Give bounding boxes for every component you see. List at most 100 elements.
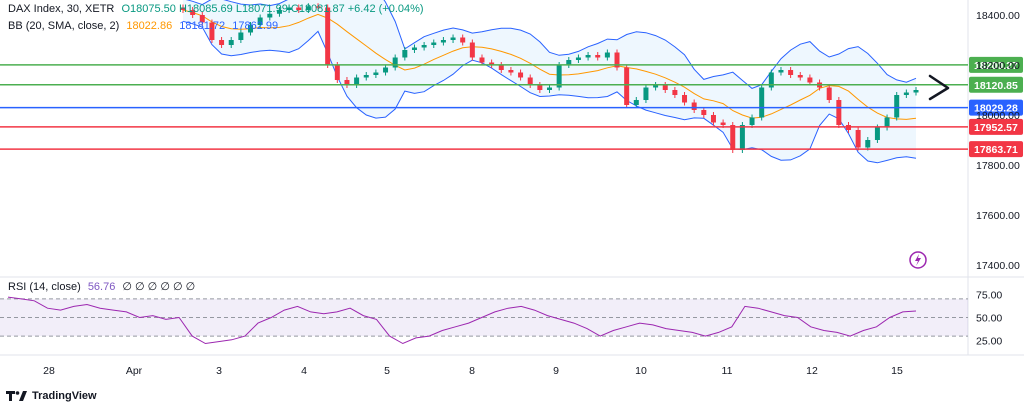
legend-rsi-extra: ∅ ∅ ∅ ∅ ∅ ∅ — [122, 281, 196, 293]
candle-body — [614, 52, 620, 68]
candle-body — [672, 90, 678, 95]
bb-upper-line — [185, 0, 917, 89]
candle-body — [566, 60, 572, 65]
candle-body — [739, 125, 745, 150]
candle-body — [874, 127, 880, 140]
time-tick-label: 5 — [384, 365, 390, 377]
candle-body — [730, 125, 736, 150]
candle-body — [768, 72, 774, 88]
candle-body — [778, 70, 784, 73]
candle-body — [595, 55, 601, 58]
candle-body — [518, 72, 524, 78]
legend-bb-upper: 18181.72 — [179, 20, 226, 32]
candle-body — [662, 85, 668, 90]
candle-body — [219, 40, 225, 45]
candle-body — [498, 65, 504, 70]
candle-body — [431, 42, 437, 45]
legend-bb-label: BB (20, SMA, close, 2) — [8, 20, 120, 32]
rsi-tick-label: 25.00 — [976, 336, 1002, 348]
candle-body — [286, 7, 292, 10]
candle-body — [836, 100, 842, 125]
candle-body — [903, 92, 909, 95]
legend-symbol-row: DAX Index, 30, XETR O18075.50 H18085.69 … — [8, 3, 428, 15]
candle-body — [624, 67, 630, 105]
time-tick-label: 4 — [301, 365, 307, 377]
flash-bolt — [915, 254, 921, 266]
legend-rsi-value: 56.76 — [87, 281, 116, 293]
candle-body — [363, 75, 369, 78]
tradingview-logo-icon — [6, 391, 27, 401]
time-tick-label: 3 — [216, 365, 222, 377]
candle-body — [199, 15, 205, 23]
candle-body — [701, 110, 707, 115]
bb-lower-line — [182, 20, 917, 164]
candle-body — [788, 70, 794, 75]
candle-body — [315, 6, 321, 8]
candle-body — [344, 80, 350, 85]
candle-body — [556, 65, 562, 88]
level-label-bg — [969, 56, 1023, 73]
legend-bb-basis: 18022.86 — [126, 20, 173, 32]
rsi-tick-label: 75.00 — [976, 289, 1002, 301]
candle-body — [460, 37, 466, 43]
time-tick-label: 15 — [891, 365, 903, 377]
candle-body — [276, 10, 282, 14]
candle-body — [894, 95, 900, 118]
candle-body — [228, 40, 234, 45]
candle-body — [209, 22, 215, 40]
candle-body — [547, 87, 552, 90]
candle-body — [749, 117, 755, 125]
time-tick-label: Apr — [126, 365, 143, 377]
brand-name: TradingView — [32, 390, 97, 402]
candle-body — [537, 85, 543, 90]
candle-body — [392, 57, 398, 68]
level-label: 18200.27 — [974, 60, 1018, 72]
candle-body — [759, 87, 765, 118]
candle-body — [913, 90, 919, 93]
candle-body — [797, 75, 803, 78]
level-label: 18029.28 — [974, 103, 1018, 115]
candle-body — [633, 100, 639, 105]
candle-body — [325, 7, 331, 65]
candle-body — [180, 7, 186, 10]
candle-body — [489, 62, 495, 65]
candle-body — [267, 13, 273, 18]
candle-body — [682, 95, 688, 103]
legend-bb-lower: 17862.99 — [232, 20, 279, 32]
branding[interactable]: TradingView — [6, 389, 97, 403]
candle-body — [334, 65, 340, 80]
time-tick-label: 9 — [553, 365, 559, 377]
candle-body — [479, 57, 485, 63]
candle-body — [826, 87, 832, 100]
rsi-line — [7, 296, 917, 345]
candle-body — [354, 77, 360, 85]
candle-body — [691, 102, 697, 110]
time-tick-label: 8 — [469, 365, 475, 377]
level-label: 18120.85 — [974, 80, 1018, 92]
candle-body — [527, 77, 533, 85]
candle-body — [643, 87, 649, 100]
flash-icon — [909, 251, 927, 269]
candle-body — [807, 77, 813, 83]
candle-body — [421, 45, 427, 48]
price-tick-label: 17600.00 — [976, 210, 1020, 222]
candle-body — [373, 72, 379, 75]
candle-body — [720, 122, 726, 125]
candle-body — [411, 47, 417, 50]
legend-rsi-label: RSI (14, close) — [8, 281, 81, 293]
candle-body — [383, 67, 389, 73]
candle-body — [248, 25, 254, 33]
level-label: 17952.57 — [974, 122, 1018, 134]
level-label-bg — [969, 76, 1023, 93]
time-tick-label: 28 — [43, 365, 55, 377]
candle-body — [190, 10, 196, 15]
candle-body — [469, 42, 475, 58]
candle-body — [402, 50, 408, 58]
level-label: 17863.71 — [974, 144, 1018, 156]
candle-body — [585, 55, 591, 58]
legend-ohlc: O18075.50 H18085.69 L18071.99 C18081.87 … — [121, 3, 424, 15]
candle-body — [450, 37, 456, 40]
candle-body — [305, 6, 311, 10]
